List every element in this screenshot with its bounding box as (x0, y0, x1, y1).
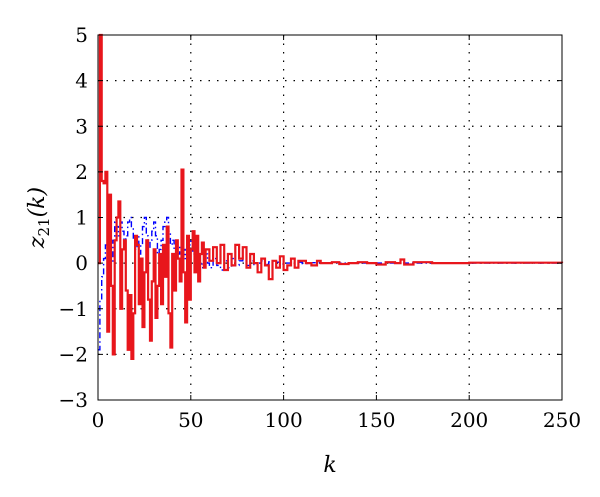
series-layer (98, 33, 564, 360)
y-axis-label-suffix: (k) (25, 187, 50, 218)
y-axis-label: z21(k) (25, 187, 53, 249)
y-tick-label: 4 (75, 69, 88, 93)
tick-labels: 0 50 100 150 200 250 −3 −2 −1 0 1 2 3 4 5 (59, 23, 582, 432)
series-line-2 (98, 33, 564, 360)
x-tick-label: 50 (178, 408, 203, 432)
x-tick-label: 200 (450, 408, 488, 432)
x-tick-label: 100 (265, 408, 303, 432)
x-tick-label: 0 (92, 408, 105, 432)
y-tick-label: −2 (59, 342, 88, 366)
y-axis-label-main: z (25, 236, 50, 249)
x-tick-label: 150 (357, 408, 395, 432)
x-tick-label: 250 (543, 408, 581, 432)
y-tick-label: 1 (75, 206, 88, 230)
y-tick-label: 5 (75, 23, 88, 47)
y-tick-label: 0 (75, 251, 88, 275)
y-tick-label: −3 (59, 388, 88, 412)
y-tick-label: 3 (75, 114, 88, 138)
y-tick-label: −1 (59, 297, 88, 321)
x-axis-label: k (323, 453, 336, 478)
y-tick-label: 2 (75, 160, 88, 184)
y-axis-label-sub: 21 (35, 217, 53, 236)
